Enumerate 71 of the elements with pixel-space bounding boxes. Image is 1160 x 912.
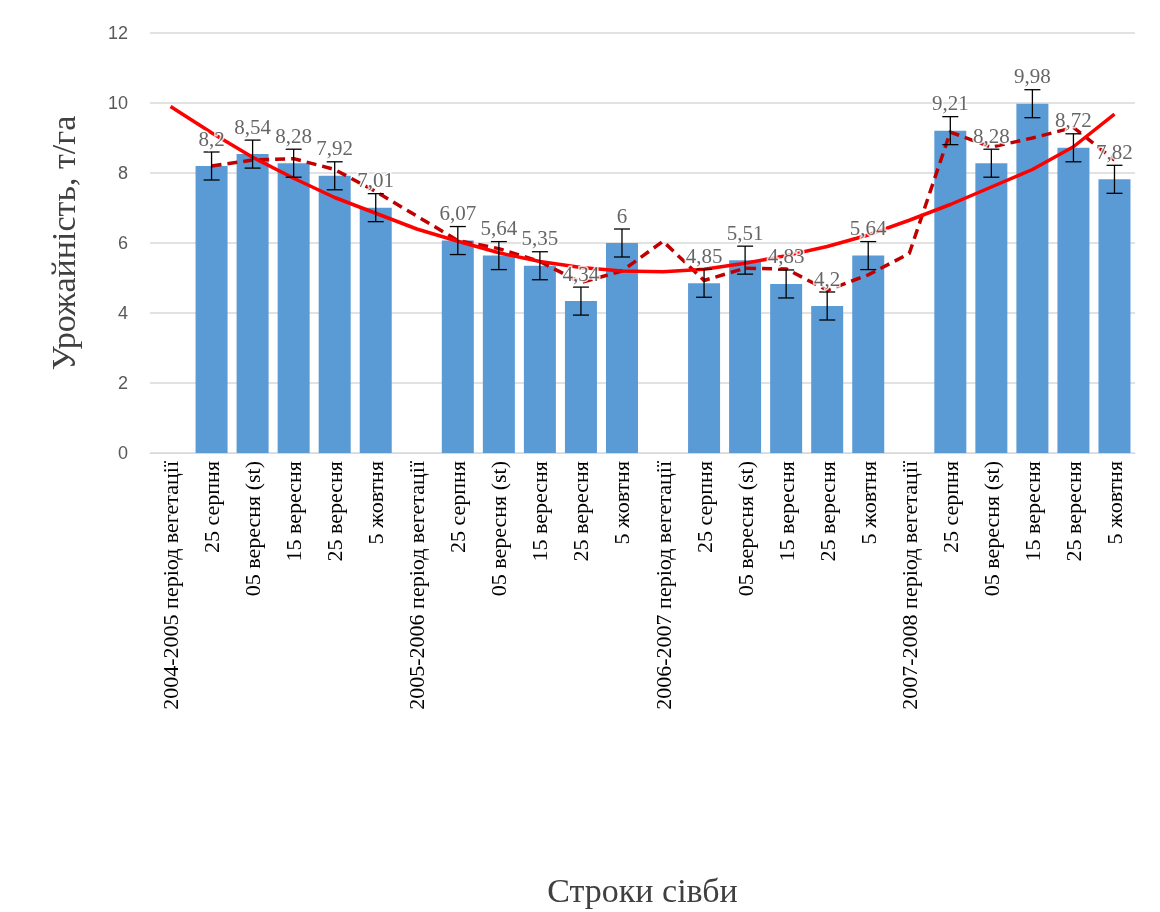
x-tick-label: 5 жовтня bbox=[609, 461, 635, 545]
x-tick-label: 15 вересня bbox=[527, 461, 553, 562]
y-tick-label: 4 bbox=[117, 303, 128, 323]
bar bbox=[975, 163, 1008, 453]
bar bbox=[1016, 103, 1049, 453]
x-tick-label: 15 вересня bbox=[281, 461, 307, 562]
bar bbox=[605, 243, 638, 453]
y-axis-title: Урожайність, т/га bbox=[44, 115, 82, 371]
bar bbox=[318, 175, 351, 453]
x-tick-label: 25 вересня bbox=[814, 461, 840, 562]
data-label: 6,07 bbox=[439, 201, 477, 226]
data-label: 8,28 bbox=[972, 123, 1010, 148]
data-label: 7,01 bbox=[357, 168, 395, 193]
data-label: 7,92 bbox=[316, 136, 354, 161]
y-tick-label: 2 bbox=[117, 373, 128, 393]
bar bbox=[441, 240, 474, 453]
data-label: 6 bbox=[616, 203, 628, 228]
bar bbox=[729, 260, 762, 453]
data-label: 7,82 bbox=[1096, 139, 1133, 164]
x-axis-title: Строки сівби bbox=[547, 871, 738, 909]
x-tick-label: 2004-2005 період вегетації bbox=[158, 460, 184, 710]
data-label: 8,2 bbox=[198, 126, 225, 151]
x-tick-label: 15 вересня bbox=[773, 461, 799, 562]
data-label: 8,28 bbox=[275, 123, 313, 148]
x-tick-label: 5 жовтня bbox=[855, 461, 881, 545]
data-label: 9,21 bbox=[931, 91, 969, 116]
data-label: 5,64 bbox=[849, 216, 888, 241]
data-label: 4,85 bbox=[685, 243, 723, 268]
x-tick-label: 25 вересня bbox=[322, 461, 348, 562]
bar bbox=[482, 255, 515, 453]
x-tick-label: 25 серпня bbox=[445, 461, 471, 553]
data-label: 5,64 bbox=[480, 216, 518, 241]
x-tick-label: 25 вересня bbox=[568, 461, 594, 562]
bar bbox=[688, 283, 721, 453]
bar bbox=[811, 306, 844, 453]
bar bbox=[1057, 147, 1090, 453]
y-tick-label: 8 bbox=[117, 163, 128, 183]
y-tick-label: 12 bbox=[107, 23, 128, 43]
bar bbox=[770, 283, 803, 453]
x-tick-label: 2006-2007 період вегетації bbox=[650, 460, 676, 710]
x-tick-label: 5 жовтня bbox=[363, 461, 389, 545]
data-label: 5,51 bbox=[726, 220, 764, 245]
bar bbox=[277, 163, 310, 453]
x-tick-label: 05 вересня (st) bbox=[732, 461, 758, 597]
y-tick-label: 6 bbox=[117, 233, 128, 253]
bar bbox=[934, 130, 967, 453]
x-tick-label: 25 серпня bbox=[199, 461, 225, 553]
x-tick-label: 25 серпня bbox=[937, 461, 963, 553]
bar bbox=[1098, 179, 1131, 453]
bar bbox=[564, 301, 597, 453]
y-tick-label: 10 bbox=[107, 93, 128, 113]
data-label: 8,72 bbox=[1055, 108, 1092, 133]
x-tick-label: 05 вересня (st) bbox=[978, 461, 1004, 597]
x-tick-label: 25 серпня bbox=[691, 461, 717, 553]
data-label: 8,54 bbox=[234, 114, 272, 139]
data-label: 4,2 bbox=[814, 266, 841, 291]
x-tick-label: 25 вересня bbox=[1060, 461, 1086, 562]
x-tick-label: 05 вересня (st) bbox=[486, 461, 512, 597]
x-tick-label: 15 вересня bbox=[1019, 461, 1045, 562]
bar bbox=[359, 207, 392, 453]
bar bbox=[523, 265, 556, 453]
bar bbox=[852, 255, 885, 453]
x-tick-label: 5 жовтня bbox=[1101, 461, 1127, 545]
data-label: 9,98 bbox=[1014, 64, 1051, 89]
bar bbox=[236, 154, 269, 453]
x-tick-label: 05 вересня (st) bbox=[240, 461, 266, 597]
x-tick-label: 2005-2006 період вегетації bbox=[404, 460, 430, 710]
y-tick-label: 0 bbox=[117, 443, 128, 463]
bar bbox=[195, 166, 228, 453]
data-label: 5,35 bbox=[521, 226, 559, 251]
x-tick-label: 2007-2008 період вегетації bbox=[896, 460, 922, 710]
